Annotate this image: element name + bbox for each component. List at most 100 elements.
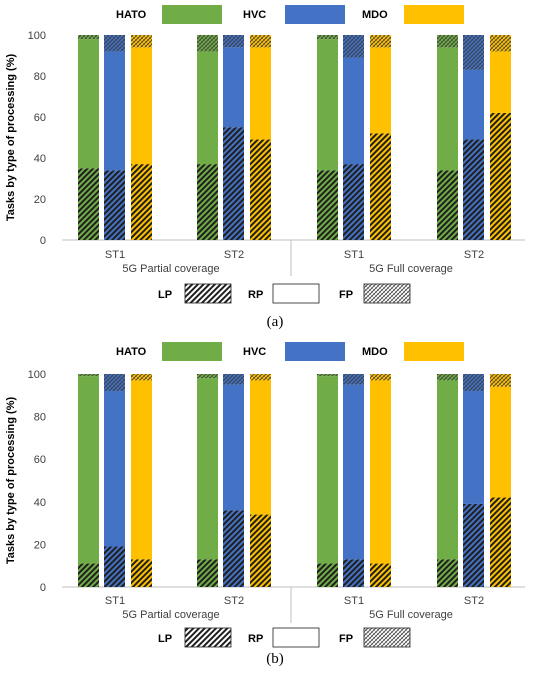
x-group-label: 5G Partial coverage <box>122 609 219 621</box>
bar-hvc-rp <box>104 51 125 171</box>
bar-hato-lp-hatch <box>317 170 338 240</box>
bar-hvc-lp-hatch <box>223 510 244 587</box>
bar-hvc-rp <box>104 391 125 547</box>
bar-hato-fp-hatch <box>78 35 99 40</box>
bar-hvc-fp-hatch <box>223 35 244 48</box>
bar-hato-rp <box>437 380 458 560</box>
bar-hato-fp-hatch <box>317 374 338 377</box>
x-tick-label-st2: ST2 <box>224 595 244 607</box>
panel-caption: (b) <box>266 651 284 667</box>
bar-hato-lp-hatch <box>78 563 99 587</box>
bar-hvc-rp <box>223 47 244 128</box>
bar-hvc-rp <box>343 57 364 165</box>
bar-hvc-fp-hatch <box>343 35 364 58</box>
bar-hvc-fp-hatch <box>463 35 484 70</box>
y-tick-label: 40 <box>34 153 46 165</box>
y-tick-label: 80 <box>34 71 46 83</box>
bar-mdo-rp <box>490 51 511 113</box>
bar-hato-fp-hatch <box>78 374 99 377</box>
y-tick-label: 100 <box>28 30 46 42</box>
legend-swatch-lp-pattern <box>185 628 231 647</box>
y-tick-label: 100 <box>28 369 46 381</box>
bar-mdo-lp-hatch <box>490 112 511 240</box>
bar-mdo-lp-hatch <box>370 133 391 240</box>
bar-mdo-rp <box>490 386 511 498</box>
chart-panel-b: HATO HVC MDO Tasks by type of processing (%… <box>5 342 525 667</box>
bar-hato-rp <box>317 376 338 564</box>
bar-hato-lp-hatch <box>317 563 338 587</box>
bar-mdo-lp-hatch <box>370 563 391 587</box>
bar-hvc-lp-hatch <box>104 546 125 587</box>
bar-mdo-lp-hatch <box>490 497 511 587</box>
x-tick-label-st1: ST1 <box>344 249 364 261</box>
legend-swatch-rp <box>272 627 320 648</box>
bar-mdo-lp-hatch <box>250 139 271 240</box>
bar-mdo-lp-hatch <box>131 559 152 587</box>
bar-mdo-rp <box>131 47 152 165</box>
legend-label-rp: RP <box>248 289 263 301</box>
x-group-label: 5G Full coverage <box>369 609 453 621</box>
bar-hato-fp-hatch <box>317 35 338 40</box>
y-axis-label: Tasks by type of processing (%) <box>5 54 17 222</box>
bar-mdo-fp-hatch <box>250 35 271 48</box>
x-group-label: 5G Partial coverage <box>122 263 219 275</box>
bar-hato-lp-hatch <box>197 164 218 240</box>
legend-label-mdo: MDO <box>362 346 388 358</box>
legend-label-mdo: MDO <box>362 9 388 21</box>
bar-hvc-fp-hatch <box>104 374 125 392</box>
x-tick-label-st1: ST1 <box>105 249 125 261</box>
legend-swatch-fp-pattern <box>364 628 410 647</box>
legend-label-lp: LP <box>158 633 172 645</box>
bar-hvc-lp-hatch <box>223 127 244 240</box>
bar-hato-rp <box>437 47 458 171</box>
y-tick-label: 20 <box>34 194 46 206</box>
bar-mdo-fp-hatch <box>490 35 511 52</box>
bar-hato-lp-hatch <box>437 559 458 587</box>
legend-swatch-hvc <box>285 5 345 24</box>
y-tick-label: 40 <box>34 497 46 509</box>
legend-swatch-hato <box>162 342 222 361</box>
y-tick-label: 60 <box>34 454 46 466</box>
x-group-label: 5G Full coverage <box>369 263 453 275</box>
bar-hato-rp <box>78 376 99 564</box>
bar-hvc-lp-hatch <box>343 559 364 587</box>
y-tick-label: 0 <box>40 235 46 247</box>
legend-label-fp: FP <box>339 633 353 645</box>
y-tick-label: 0 <box>40 582 46 594</box>
legend-swatch-lp-pattern <box>185 284 231 303</box>
bar-hvc-lp-hatch <box>104 170 125 240</box>
bar-hvc-lp-hatch <box>343 164 364 240</box>
y-tick-label: 80 <box>34 412 46 424</box>
bar-hvc-fp-hatch <box>223 374 244 385</box>
legend-label-hvc: HVC <box>243 9 266 21</box>
bar-mdo-rp <box>370 380 391 564</box>
bar-mdo-fp-hatch <box>490 374 511 387</box>
bar-mdo-lp-hatch <box>131 164 152 240</box>
x-tick-label-st2: ST2 <box>224 249 244 261</box>
bar-hvc-lp-hatch <box>463 139 484 240</box>
x-tick-label-st2: ST2 <box>464 249 484 261</box>
legend-label-lp: LP <box>158 289 172 301</box>
bar-hato-rp <box>197 51 218 165</box>
legend-swatch-rp <box>272 283 320 304</box>
legend-swatch-mdo <box>404 5 464 24</box>
y-axis-label: Tasks by type of processing (%) <box>5 397 17 565</box>
bar-hato-fp-hatch <box>197 35 218 52</box>
bar-mdo-fp-hatch <box>131 374 152 381</box>
bar-mdo-rp <box>131 380 152 560</box>
x-tick-label-st2: ST2 <box>464 595 484 607</box>
bar-hvc-rp <box>223 384 244 511</box>
bar-mdo-lp-hatch <box>250 514 271 587</box>
panel-caption: (a) <box>267 314 284 330</box>
bar-hvc-fp-hatch <box>463 374 484 392</box>
bar-mdo-fp-hatch <box>250 374 271 381</box>
legend-label-hato: HATO <box>116 346 147 358</box>
bar-mdo-rp <box>250 47 271 140</box>
legend-swatch-hvc <box>285 342 345 361</box>
bar-hato-rp <box>78 39 99 169</box>
legend-label-fp: FP <box>339 289 353 301</box>
bar-hvc-fp-hatch <box>104 35 125 52</box>
bar-hato-fp-hatch <box>197 374 218 379</box>
bar-hvc-rp <box>463 391 484 504</box>
